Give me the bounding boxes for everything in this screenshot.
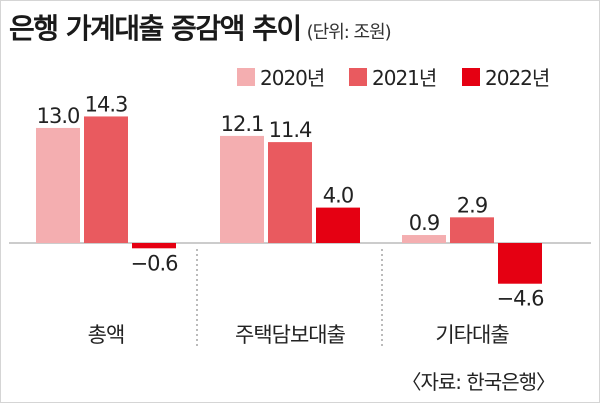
category-label-총액: 총액 [88, 323, 125, 347]
value-label-주택담보대출-2021년: 11.4 [269, 118, 312, 142]
legend-label-2022년: 2022년 [485, 66, 549, 90]
bar-주택담보대출-2020년 [220, 135, 264, 243]
bar-총액-2022년 [132, 243, 176, 249]
value-label-기타대출-2021년: 2.9 [457, 193, 487, 217]
legend-swatch-2020년 [237, 68, 255, 86]
bar-주택담보대출-2021년 [268, 142, 312, 243]
value-label-총액-2021년: 14.3 [85, 92, 128, 116]
value-label-주택담보대출-2022년: 4.0 [323, 184, 353, 208]
bar-주택담보대출-2022년 [316, 207, 360, 243]
legend-swatch-2021년 [349, 68, 367, 86]
category-label-기타대출: 기타대출 [435, 323, 509, 347]
bar-총액-2021년 [84, 116, 128, 243]
value-label-총액-2020년: 13.0 [37, 104, 80, 128]
title-row: 은행 가계대출 증감액 추이 (단위: 조원) [9, 7, 392, 47]
bar-기타대출-2021년 [450, 217, 494, 243]
legend-swatch-2022년 [462, 68, 480, 86]
unit-note: (단위: 조원) [306, 22, 392, 43]
source-note: 〈자료: 한국은행〉 [401, 370, 556, 394]
category-label-주택담보대출: 주택담보대출 [235, 323, 346, 347]
chart-title: 은행 가계대출 증감액 추이 [9, 12, 302, 45]
value-label-기타대출-2022년: −4.6 [497, 287, 545, 311]
bar-총액-2020년 [36, 127, 80, 243]
legend-label-2021년: 2021년 [372, 66, 436, 90]
bar-기타대출-2022년 [498, 243, 542, 284]
legend-label-2020년: 2020년 [260, 66, 324, 90]
value-label-총액-2022년: −0.6 [131, 251, 179, 275]
value-label-기타대출-2020년: 0.9 [409, 211, 439, 235]
bar-기타대출-2020년 [402, 235, 446, 243]
value-label-주택담보대출-2020년: 12.1 [221, 112, 264, 136]
